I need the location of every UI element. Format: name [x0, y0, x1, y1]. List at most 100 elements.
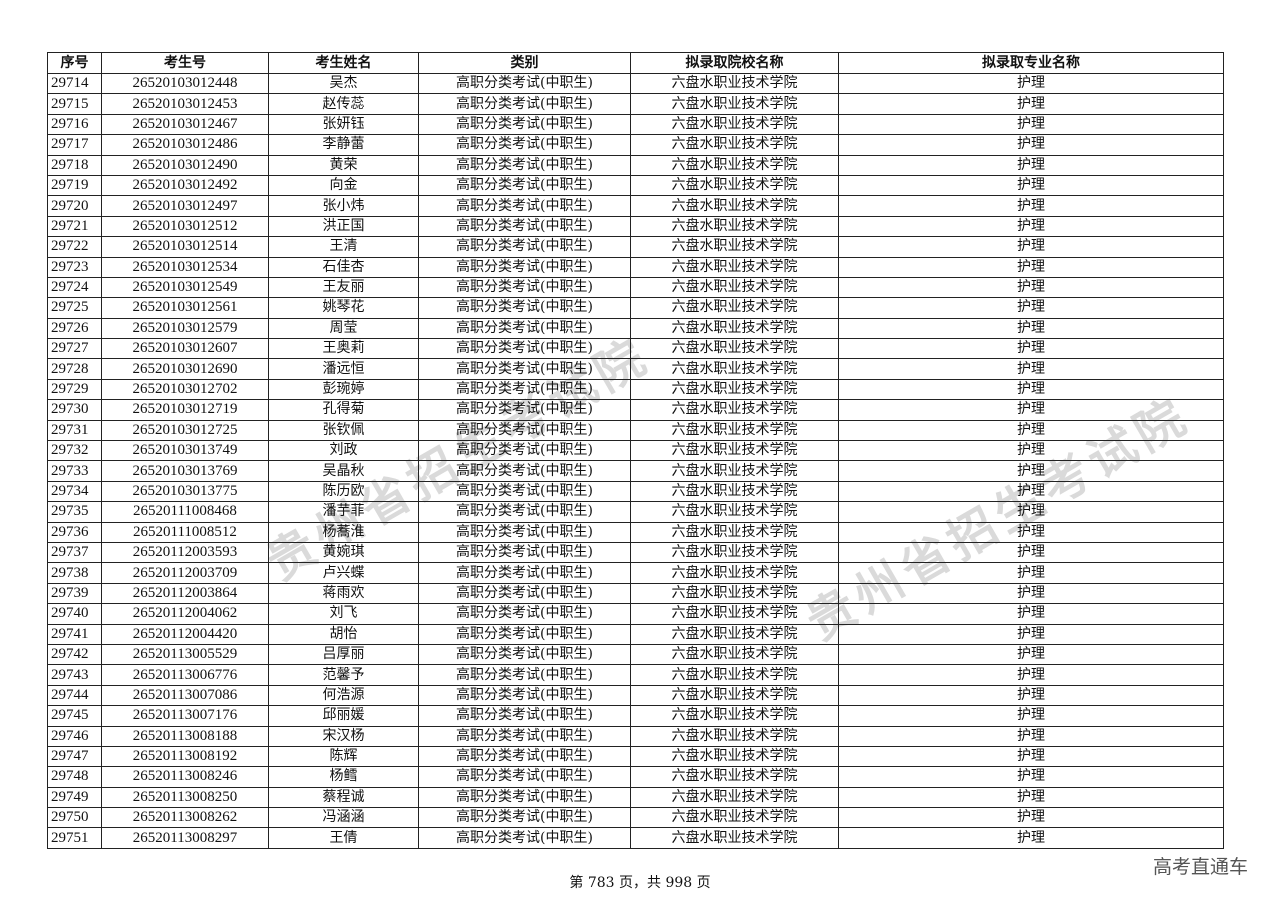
- cell-category: 高职分类考试(中职生): [418, 338, 631, 360]
- cell-major: 护理: [838, 501, 1224, 523]
- cell-major: 护理: [838, 766, 1224, 788]
- cell-college: 六盘水职业技术学院: [630, 623, 839, 645]
- cell-exam-id: 26520103012607: [101, 338, 269, 360]
- cell-college: 六盘水职业技术学院: [630, 195, 839, 217]
- cell-seq: 29714: [47, 72, 102, 95]
- cell-college: 六盘水职业技术学院: [630, 541, 839, 564]
- cell-exam-id: 26520103012561: [101, 297, 269, 319]
- cell-seq: 29737: [47, 541, 102, 564]
- cell-college: 六盘水职业技术学院: [630, 276, 839, 299]
- cell-college: 六盘水职业技术学院: [630, 521, 839, 543]
- cell-name: 石佳杏: [268, 256, 419, 278]
- cell-college: 六盘水职业技术学院: [630, 664, 839, 686]
- cell-name: 王友丽: [268, 276, 419, 299]
- cell-category: 高职分类考试(中职生): [418, 541, 631, 564]
- cell-category: 高职分类考试(中职生): [418, 174, 631, 197]
- table-row: 29742 26520113005529 吕厚丽 高职分类考试(中职生) 六盘水职业技术…: [47, 643, 1224, 666]
- cell-name: 胡怡: [268, 623, 419, 645]
- cell-name: 王奥莉: [268, 338, 419, 360]
- cell-exam-id: 26520103012492: [101, 174, 269, 197]
- cell-college: 六盘水职业技术学院: [630, 440, 839, 462]
- cell-name: 吴杰: [268, 72, 419, 95]
- cell-seq: 29728: [47, 358, 102, 380]
- header-seq: 序号: [47, 52, 102, 74]
- cell-seq: 29729: [47, 378, 102, 401]
- cell-category: 高职分类考试(中职生): [418, 215, 631, 238]
- cell-major: 护理: [838, 623, 1224, 645]
- cell-seq: 29742: [47, 643, 102, 666]
- cell-exam-id: 26520103012549: [101, 276, 269, 299]
- cell-exam-id: 26520112004062: [101, 603, 269, 625]
- cell-college: 六盘水职业技术学院: [630, 317, 839, 340]
- cell-exam-id: 26520113007086: [101, 684, 269, 707]
- cell-seq: 29734: [47, 480, 102, 503]
- cell-seq: 29720: [47, 195, 102, 217]
- cell-major: 护理: [838, 195, 1224, 217]
- cell-exam-id: 26520103013769: [101, 460, 269, 482]
- cell-category: 高职分类考试(中职生): [418, 236, 631, 258]
- cell-seq: 29730: [47, 399, 102, 421]
- cell-college: 六盘水职业技术学院: [630, 705, 839, 727]
- cell-seq: 29726: [47, 317, 102, 340]
- cell-seq: 29743: [47, 664, 102, 686]
- cell-major: 护理: [838, 725, 1224, 747]
- cell-college: 六盘水职业技术学院: [630, 603, 839, 625]
- cell-exam-id: 26520103012467: [101, 113, 269, 136]
- cell-college: 六盘水职业技术学院: [630, 725, 839, 747]
- cell-name: 彭琬婷: [268, 378, 419, 401]
- cell-seq: 29725: [47, 297, 102, 319]
- table-row: 29735 26520111008468 潘芋菲 高职分类考试(中职生) 六盘水职业技术…: [47, 501, 1224, 523]
- header-college: 拟录取院校名称: [630, 52, 839, 74]
- table-row: 29741 26520112004420 胡怡 高职分类考试(中职生) 六盘水职业技术学…: [47, 623, 1224, 645]
- cell-category: 高职分类考试(中职生): [418, 317, 631, 340]
- cell-name: 赵传蕊: [268, 93, 419, 115]
- cell-college: 六盘水职业技术学院: [630, 562, 839, 584]
- table-row: 29748 26520113008246 杨鳕 高职分类考试(中职生) 六盘水职业技术学…: [47, 766, 1224, 788]
- cell-name: 卢兴蝶: [268, 562, 419, 584]
- table-row: 29751 26520113008297 王倩 高职分类考试(中职生) 六盘水职业技术学…: [47, 827, 1224, 849]
- cell-name: 邱丽媛: [268, 705, 419, 727]
- cell-seq: 29748: [47, 766, 102, 788]
- cell-seq: 29733: [47, 460, 102, 482]
- cell-name: 黄荣: [268, 154, 419, 176]
- cell-exam-id: 26520103013749: [101, 440, 269, 462]
- cell-name: 李静蕾: [268, 134, 419, 156]
- table-row: 29717 26520103012486 李静蕾 高职分类考试(中职生) 六盘水职业技术…: [47, 134, 1224, 156]
- table-row: 29747 26520113008192 陈辉 高职分类考试(中职生) 六盘水职业技术学…: [47, 745, 1224, 768]
- cell-college: 六盘水职业技术学院: [630, 582, 839, 605]
- cell-major: 护理: [838, 807, 1224, 829]
- cell-major: 护理: [838, 541, 1224, 564]
- cell-major: 护理: [838, 338, 1224, 360]
- cell-category: 高职分类考试(中职生): [418, 786, 631, 809]
- cell-exam-id: 26520103012497: [101, 195, 269, 217]
- cell-category: 高职分类考试(中职生): [418, 440, 631, 462]
- cell-college: 六盘水职业技术学院: [630, 766, 839, 788]
- cell-category: 高职分类考试(中职生): [418, 725, 631, 747]
- cell-college: 六盘水职业技术学院: [630, 215, 839, 238]
- cell-college: 六盘水职业技术学院: [630, 684, 839, 707]
- cell-exam-id: 26520113008246: [101, 766, 269, 788]
- cell-seq: 29719: [47, 174, 102, 197]
- cell-college: 六盘水职业技术学院: [630, 643, 839, 666]
- cell-college: 六盘水职业技术学院: [630, 460, 839, 482]
- cell-college: 六盘水职业技术学院: [630, 236, 839, 258]
- cell-major: 护理: [838, 419, 1224, 442]
- table-row: 29731 26520103012725 张钦佩 高职分类考试(中职生) 六盘水职业技术…: [47, 419, 1224, 442]
- cell-major: 护理: [838, 480, 1224, 503]
- cell-major: 护理: [838, 399, 1224, 421]
- cell-major: 护理: [838, 276, 1224, 299]
- cell-exam-id: 26520113008250: [101, 786, 269, 809]
- cell-college: 六盘水职业技术学院: [630, 419, 839, 442]
- cell-seq: 29744: [47, 684, 102, 707]
- cell-category: 高职分类考试(中职生): [418, 582, 631, 605]
- cell-category: 高职分类考试(中职生): [418, 195, 631, 217]
- cell-seq: 29751: [47, 827, 102, 849]
- cell-major: 护理: [838, 786, 1224, 809]
- cell-seq: 29717: [47, 134, 102, 156]
- cell-name: 刘飞: [268, 603, 419, 625]
- cell-category: 高职分类考试(中职生): [418, 72, 631, 95]
- table-row: 29724 26520103012549 王友丽 高职分类考试(中职生) 六盘水职业技术…: [47, 276, 1224, 299]
- cell-college: 六盘水职业技术学院: [630, 807, 839, 829]
- table-row: 29720 26520103012497 张小炜 高职分类考试(中职生) 六盘水职业技术…: [47, 195, 1224, 217]
- cell-name: 张小炜: [268, 195, 419, 217]
